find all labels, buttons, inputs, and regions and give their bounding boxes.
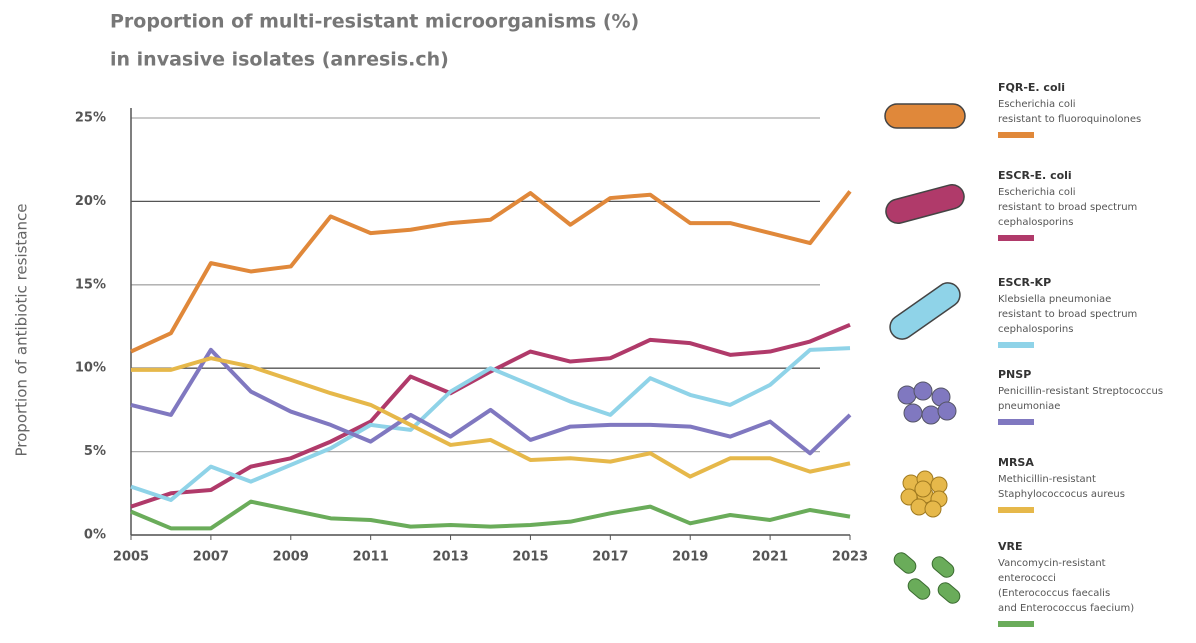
legend-name: MRSA (998, 456, 1034, 469)
legend-description: cephalosporins (998, 217, 1073, 228)
y-tick-label: 5% (84, 444, 106, 459)
legend-icon (925, 501, 941, 517)
legend-description: Escherichia coli (998, 99, 1076, 110)
legend-icon (922, 406, 940, 424)
x-tick-label: 2011 (353, 550, 389, 565)
y-tick-label: 0% (84, 528, 106, 543)
series-line (131, 191, 850, 351)
legend-description: resistant to broad spectrum (998, 309, 1137, 320)
x-tick-label: 2015 (512, 550, 548, 565)
x-tick-label: 2019 (672, 550, 708, 565)
x-tick-label: 2017 (592, 550, 628, 565)
legend-name: ESCR-E. coli (998, 169, 1072, 182)
legend-description: Vancomycin-resistant (998, 558, 1106, 569)
x-tick-label: 2005 (113, 550, 149, 565)
legend-swatch (998, 342, 1034, 348)
legend-description: enterococci (998, 573, 1056, 584)
legend-description: pneumoniae (998, 401, 1060, 412)
legend-description: Escherichia coli (998, 187, 1076, 198)
legend-icon (904, 404, 922, 422)
legend-icon (938, 402, 956, 420)
legend-description: Staphylococcocus aureus (998, 489, 1125, 500)
legend-icon (905, 576, 932, 602)
y-tick-label: 25% (75, 111, 106, 126)
legend-name: VRE (998, 540, 1023, 553)
legend-icon (929, 554, 956, 580)
chart-title: in invasive isolates (anresis.ch) (110, 49, 449, 71)
legend-swatch (998, 132, 1034, 138)
chart: Proportion of multi-resistant microorgan… (0, 0, 1196, 643)
legend-icon (885, 278, 964, 344)
legend-swatch (998, 235, 1034, 241)
series-line (131, 325, 850, 507)
legend-icon (898, 386, 916, 404)
legend-icon (935, 580, 962, 606)
series-line (131, 502, 850, 529)
legend-description: (Enterococcus faecalis (998, 588, 1110, 599)
legend-name: FQR-E. coli (998, 81, 1065, 94)
legend-description: Penicillin-resistant Streptococcus (998, 386, 1163, 397)
legend-icon (914, 382, 932, 400)
x-tick-label: 2023 (832, 550, 868, 565)
y-tick-label: 20% (75, 194, 106, 209)
legend-name: ESCR-KP (998, 276, 1051, 289)
chart-title: Proportion of multi-resistant microorgan… (110, 11, 639, 33)
legend-description: and Enterococcus faecium) (998, 603, 1134, 614)
legend-icon (911, 499, 927, 515)
legend-name: PNSP (998, 368, 1031, 381)
x-tick-label: 2007 (193, 550, 229, 565)
x-tick-label: 2021 (752, 550, 788, 565)
legend-description: resistant to fluoroquinolones (998, 114, 1141, 125)
legend-icon (891, 550, 918, 576)
legend-icon (883, 182, 966, 226)
series-line (131, 358, 850, 476)
legend-icon (885, 104, 965, 128)
y-tick-label: 10% (75, 361, 106, 376)
legend-description: cephalosporins (998, 324, 1073, 335)
x-tick-label: 2013 (432, 550, 468, 565)
legend-description: Methicillin-resistant (998, 474, 1096, 485)
y-tick-label: 15% (75, 277, 106, 292)
legend-icon (915, 481, 931, 497)
y-axis-label: Proportion of antibiotic resistance (13, 204, 31, 457)
legend-swatch (998, 507, 1034, 513)
x-tick-label: 2009 (273, 550, 309, 565)
legend-description: resistant to broad spectrum (998, 202, 1137, 213)
legend-swatch (998, 621, 1034, 627)
legend-swatch (998, 419, 1034, 425)
legend-description: Klebsiella pneumoniae (998, 294, 1111, 305)
